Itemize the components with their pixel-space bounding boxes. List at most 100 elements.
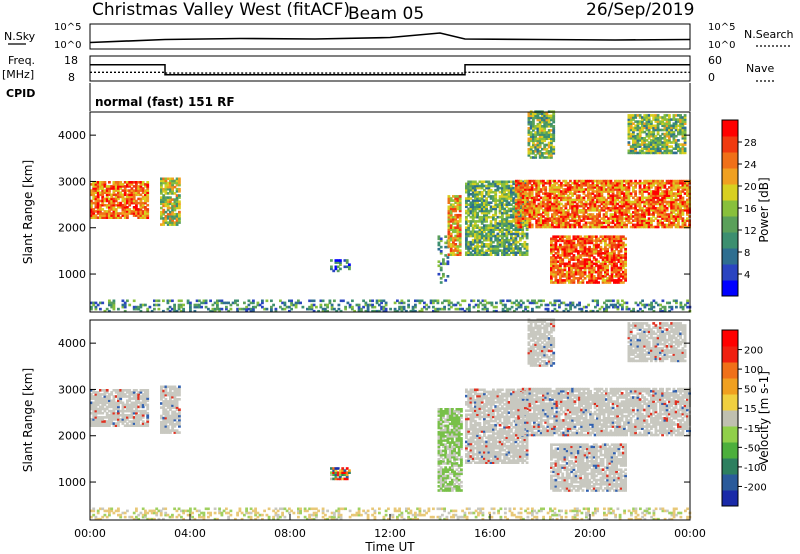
- heatmap-cell-r6: [645, 186, 649, 189]
- heatmap-cell-r6: [557, 184, 561, 187]
- heatmap-cell-r6: [551, 186, 554, 189]
- heatmap-cell-r7: [590, 270, 594, 274]
- heatmap-cell-r4: [456, 224, 460, 227]
- heatmap-cell-r0: [126, 185, 129, 188]
- heatmap-cell-r6: [670, 194, 673, 197]
- nsky-tick-low: 10^0: [54, 40, 81, 51]
- heatmap-cell-r7: [561, 239, 565, 243]
- heatmap-cell-r5: [489, 228, 493, 231]
- heatmap-cell-r6: [638, 179, 642, 183]
- heatmap-cell-r7: [581, 266, 585, 270]
- heatmap-cell-r6: [611, 204, 615, 208]
- heatmap-cell-r5: [476, 190, 479, 194]
- heatmap-cell-r7: [554, 270, 558, 274]
- heatmap-cell-r6: [600, 179, 604, 183]
- heatmap-cell-r0: [108, 187, 111, 190]
- heatmap-cell-r6: [627, 179, 631, 183]
- heatmap-cell-r5: [487, 238, 491, 242]
- heatmap-cell-r6: [661, 179, 664, 183]
- heatmap-cell-r6: [668, 223, 671, 227]
- heatmap-cell-r5: [469, 193, 473, 196]
- heatmap-cell-r7: [579, 243, 583, 247]
- heatmap-cell-r5: [501, 234, 504, 238]
- heatmap-cell-r7: [586, 252, 589, 255]
- heatmap-cell-r5: [483, 215, 486, 219]
- heatmap-cell-r6: [641, 217, 644, 220]
- heatmap-cell-r6: [589, 186, 592, 189]
- heatmap-cell-r7: [559, 281, 562, 284]
- heatmap-cell-r5: [483, 199, 486, 202]
- heatmap-cell-r4: [458, 203, 462, 206]
- heatmap-cell-r5: [476, 195, 479, 198]
- heatmap-cell-r5: [521, 232, 525, 236]
- heatmap-cell-r1: [164, 210, 168, 214]
- heatmap-cell-r6: [618, 190, 622, 193]
- heatmap-cell-r6: [607, 190, 610, 193]
- heatmap-cell-r5: [512, 240, 516, 244]
- heatmap-cell-r6: [652, 206, 655, 210]
- heatmap-cell-r5: [501, 232, 504, 236]
- heatmap-cell-r7: [595, 245, 598, 249]
- heatmap-cell-r7: [604, 279, 607, 282]
- heatmap-cell-r7: [599, 262, 603, 266]
- heatmap-cell-r1: [164, 215, 168, 218]
- heatmap-cell-r6: [641, 213, 644, 216]
- heatmap-cell-r7: [586, 275, 589, 278]
- heatmap-cell-r6: [521, 190, 525, 193]
- heatmap-cell-r7: [561, 258, 565, 261]
- heatmap-cell-r10: [337, 303, 341, 307]
- heatmap-cell-r1: [162, 217, 166, 220]
- heatmap-cell-r6: [609, 196, 613, 200]
- heatmap-cell-r0: [99, 212, 102, 215]
- heatmap-cell-r6: [677, 186, 680, 189]
- heatmap-cell-r5: [465, 226, 468, 229]
- heatmap-cell-r1: [173, 215, 177, 218]
- heatmap-cell-r5: [514, 240, 518, 244]
- heatmap-cell-r6: [564, 196, 568, 200]
- heatmap-cell-r1: [162, 223, 166, 226]
- heatmap-cell-r6: [672, 181, 676, 185]
- heatmap-cell-r6: [589, 200, 592, 204]
- heatmap-cell-r0: [117, 181, 120, 184]
- heatmap-cell-r5: [489, 251, 493, 254]
- heatmap-cell-r5: [469, 224, 473, 227]
- heatmap-cell-r5: [503, 240, 506, 244]
- heatmap-cell-r0: [139, 185, 143, 188]
- heatmap-cell-r6: [542, 211, 545, 214]
- heatmap-cell-r5: [494, 203, 498, 206]
- heatmap-cell-r0: [92, 214, 96, 217]
- heatmap-cell-r6: [515, 221, 518, 225]
- heatmap-cell-r5: [471, 240, 475, 244]
- heatmap-cell-r7: [565, 252, 569, 255]
- heatmap-cell-r5: [498, 220, 502, 223]
- heatmap-cell-r0: [123, 191, 127, 194]
- heatmap-cell-r6: [616, 217, 619, 220]
- heatmap-cell-r6: [517, 221, 521, 225]
- heatmap-cell-r6: [517, 198, 521, 202]
- heatmap-cell-r0: [96, 206, 100, 209]
- heatmap-cell-r6: [573, 188, 577, 191]
- heatmap-cell-r7: [588, 245, 591, 249]
- heatmap-cell-r1: [178, 194, 181, 197]
- heatmap-cell-r6: [548, 217, 552, 220]
- heatmap-cell-r0: [126, 214, 129, 217]
- heatmap-cell-r5: [514, 251, 518, 254]
- heatmap-cell-r6: [661, 181, 664, 185]
- heatmap-cell-r2: [348, 265, 351, 269]
- heatmap-cell-r6: [593, 196, 597, 200]
- heatmap-cell-r6: [611, 196, 615, 200]
- heatmap-cell-r0: [94, 201, 98, 205]
- heatmap-cell-r5: [512, 243, 516, 246]
- heatmap-cell-r6: [683, 192, 687, 195]
- heatmap-cell-r6: [645, 181, 649, 185]
- heatmap-cell-r0: [126, 212, 129, 215]
- heatmap-cell-r5: [525, 236, 529, 240]
- heatmap-cell-r7: [552, 250, 556, 253]
- heatmap-cell-r10: [351, 305, 354, 309]
- heatmap-cell-r5: [474, 230, 477, 234]
- heatmap-cell-r6: [564, 223, 568, 227]
- heatmap-cell-r5: [480, 211, 484, 215]
- heatmap-cell-r0: [137, 212, 141, 215]
- heatmap-cell-r6: [600, 206, 604, 210]
- heatmap-cell-r5: [480, 203, 484, 206]
